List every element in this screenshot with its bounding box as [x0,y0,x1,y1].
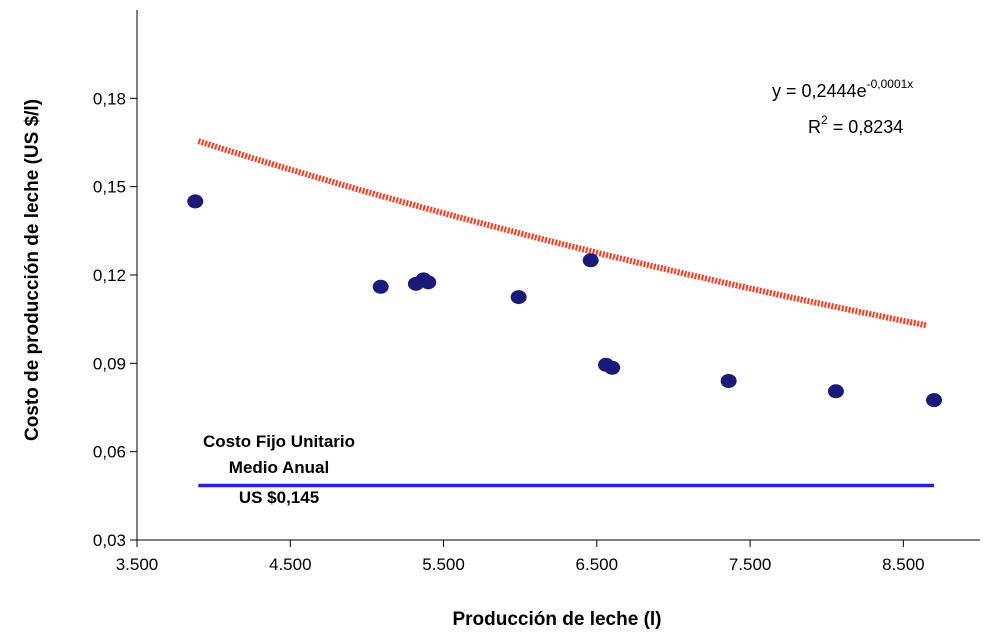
y-tick-label: 0,12 [93,266,126,285]
y-tick-label: 0,18 [93,89,126,108]
trendline-equation: y = 0,2444e-0,0001x [772,77,913,101]
data-point [420,275,437,290]
r-squared-sup: 2 [821,113,828,127]
fixed-cost-annotation-line-3: US $0,145 [239,488,319,507]
trendline [197,138,927,329]
x-tick-label: 3.500 [116,555,159,574]
data-point [582,253,599,268]
data-point [926,393,943,408]
data-point [604,360,621,375]
r-squared-label: R2 = 0,8234 [808,113,903,137]
y-tick-label: 0,15 [93,178,126,197]
axes [130,10,980,547]
x-axis-title: Producción de leche (l) [452,609,661,630]
y-tick-label: 0,03 [93,531,126,550]
r-squared-value: = 0,8234 [828,117,904,137]
data-point [372,279,389,294]
data-point [720,374,737,388]
trendline-layer [197,138,927,329]
y-axis-title: Costo de producción de leche (US $/l) [22,99,43,441]
x-tick-label: 5.500 [422,555,465,574]
trendline-equation-main: y = 0,2444e [772,81,867,101]
data-point [827,384,844,399]
x-tick-label: 4.500 [269,555,312,574]
data-point [510,290,527,305]
x-tick-label: 6.500 [576,555,619,574]
trendline-equation-exponent: -0,0001x [867,77,914,91]
data-point [187,194,204,209]
y-tick-label: 0,06 [93,443,126,462]
x-tick-label: 8.500 [882,555,925,574]
fixed-cost-annotation-line-1: Costo Fijo Unitario [203,432,355,451]
data-points-layer [187,194,943,408]
tick-labels: 0,03 0,06 0,09 0,12 0,15 0,18 3.500 4.500 5.500 6… [93,89,925,574]
y-tick-label: 0,09 [93,354,126,373]
x-tick-label: 7.500 [729,555,772,574]
r-squared-r: R [808,117,821,137]
fixed-cost-annotation-line-2: Medio Anual [229,458,329,477]
